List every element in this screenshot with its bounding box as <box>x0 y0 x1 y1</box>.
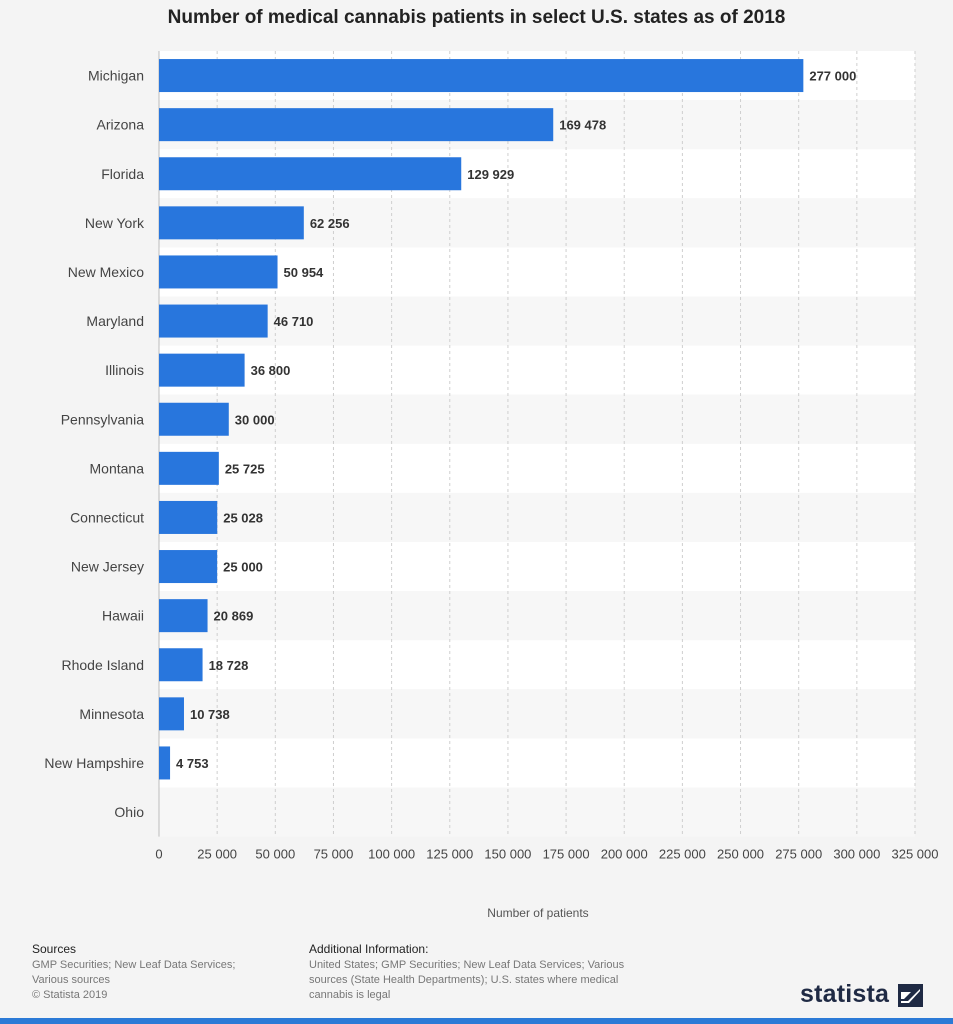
row-band <box>159 640 915 690</box>
bar <box>159 402 229 436</box>
bar <box>159 697 184 731</box>
row-band <box>159 542 915 592</box>
x-tick-label: 300 000 <box>833 847 880 862</box>
bar <box>159 206 304 240</box>
row-band <box>159 738 915 788</box>
category-label: Florida <box>101 166 144 182</box>
x-tick-label: 325 000 <box>892 847 939 862</box>
x-tick-label: 250 000 <box>717 847 764 862</box>
category-label: New Hampshire <box>44 755 144 771</box>
additional-info-heading: Additional Information: <box>309 942 429 956</box>
additional-info-line: United States; GMP Securities; New Leaf … <box>309 959 625 971</box>
row-band <box>159 296 915 346</box>
category-label: Montana <box>90 460 145 476</box>
bar-chart: Michigan 277 000 Arizona 169 478 Florida 129 … <box>44 51 939 862</box>
data-label: 277 000 <box>809 69 856 84</box>
bar <box>159 451 219 485</box>
x-tick-label: 0 <box>155 847 162 862</box>
category-label: New Jersey <box>71 559 144 575</box>
row-band <box>159 247 915 297</box>
category-label: Maryland <box>86 313 144 329</box>
bar <box>159 648 203 682</box>
data-label: 169 478 <box>559 118 606 133</box>
x-tick-label: 275 000 <box>775 847 822 862</box>
category-label: New Mexico <box>68 264 144 280</box>
chart-title: Number of medical cannabis patients in s… <box>167 7 786 28</box>
row-band <box>159 443 915 493</box>
category-label: Hawaii <box>102 608 144 624</box>
data-label: 10 738 <box>190 707 230 722</box>
statista-logo-icon <box>898 984 923 1007</box>
x-tick-label: 50 000 <box>255 847 295 862</box>
x-tick-label: 125 000 <box>426 847 473 862</box>
sources-heading: Sources <box>32 942 77 956</box>
bar <box>159 550 218 584</box>
additional-info-block: Additional Information: United States; G… <box>309 942 649 1003</box>
bar <box>159 746 171 780</box>
sources-line: Various sources <box>32 974 111 986</box>
row-band <box>159 394 915 444</box>
category-label: Michigan <box>88 68 144 84</box>
data-label: 46 710 <box>274 314 314 329</box>
data-label: 30 000 <box>235 412 275 427</box>
x-tick-label: 200 000 <box>601 847 648 862</box>
category-label: Rhode Island <box>61 657 144 673</box>
row-band <box>159 689 915 739</box>
bar <box>159 255 278 289</box>
bar <box>159 157 462 191</box>
bar <box>159 108 554 142</box>
data-label: 25 000 <box>223 560 263 575</box>
category-label: Minnesota <box>79 706 144 722</box>
x-tick-label: 175 000 <box>543 847 590 862</box>
row-band <box>159 591 915 641</box>
x-axis-title: Number of patients <box>487 906 589 920</box>
data-label: 50 954 <box>284 265 325 280</box>
bar <box>159 59 804 93</box>
data-label: 129 929 <box>467 167 514 182</box>
additional-info-line: cannabis is legal <box>309 989 391 1001</box>
bar <box>159 353 245 387</box>
category-label: Connecticut <box>70 509 144 525</box>
copyright-line: © Statista 2019 <box>32 989 108 1001</box>
category-label: Illinois <box>105 362 144 378</box>
row-band <box>159 492 915 542</box>
data-label: 62 256 <box>310 216 350 231</box>
sources-line: GMP Securities; New Leaf Data Services; <box>32 959 236 971</box>
data-label: 18 728 <box>209 658 249 673</box>
data-label: 4 753 <box>176 756 209 771</box>
data-label: 36 800 <box>251 363 291 378</box>
data-label: 25 725 <box>225 461 265 476</box>
x-tick-label: 150 000 <box>484 847 531 862</box>
bar <box>159 599 208 633</box>
sources-block: Sources GMP Securities; New Leaf Data Se… <box>32 942 272 1003</box>
additional-info-line: sources (State Health Departments); U.S.… <box>309 974 619 986</box>
bar <box>159 500 218 534</box>
x-tick-label: 75 000 <box>314 847 354 862</box>
data-label: 20 869 <box>214 609 254 624</box>
statista-logo-text: statista <box>800 980 890 1008</box>
x-tick-label: 25 000 <box>197 847 237 862</box>
brand-accent-bar <box>0 1018 953 1024</box>
category-label: Pennsylvania <box>61 411 144 427</box>
data-label: 25 028 <box>223 510 263 525</box>
row-band <box>159 345 915 395</box>
row-band <box>159 787 915 837</box>
bar <box>159 304 268 338</box>
category-label: Ohio <box>114 804 144 820</box>
x-tick-label: 100 000 <box>368 847 415 862</box>
category-label: Arizona <box>97 117 145 133</box>
category-label: New York <box>85 215 145 231</box>
x-tick-label: 225 000 <box>659 847 706 862</box>
